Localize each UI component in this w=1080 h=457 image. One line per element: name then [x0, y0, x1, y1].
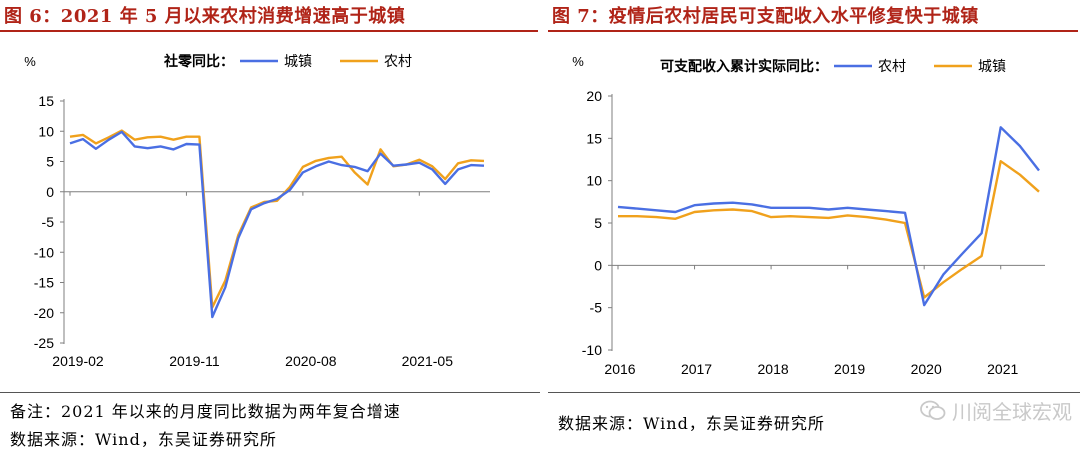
y-tick-label: -5 [590, 300, 603, 316]
x-tick-label: 2021-05 [402, 353, 454, 369]
unit-label: % [24, 54, 36, 69]
series-line-城镇 [69, 130, 485, 319]
y-tick-label: 20 [586, 88, 602, 104]
y-tick-label: -25 [34, 335, 54, 351]
x-tick-label: 2018 [758, 361, 789, 377]
unit-label: % [572, 54, 584, 69]
x-tick-label: 2021 [987, 361, 1018, 377]
y-tick-label: 10 [38, 123, 54, 139]
y-tick-label: 15 [38, 93, 54, 109]
x-tick-label: 2017 [681, 361, 712, 377]
y-tick-label: -5 [42, 214, 55, 230]
wechat-icon [920, 400, 946, 420]
notes-divider [0, 392, 540, 393]
figure-7-title: 图 7：疫情后农村居民可支配收入水平修复快于城镇 [552, 6, 979, 27]
x-tick-label: 2020-08 [285, 353, 337, 369]
y-tick-label: 5 [46, 154, 54, 170]
figure-7-panel: 图 7：疫情后农村居民可支配收入水平修复快于城镇 % 可支配收入累计实际同比： 农村… [548, 0, 1080, 457]
figure-6-title: 图 6：2021 年 5 月以来农村消费增速高于城镇 [4, 6, 406, 27]
legend-title: 社零同比： [163, 53, 234, 69]
title-divider [548, 30, 1078, 32]
chart-6: % 社零同比： 城镇 农村 15 10 5 0 -5 -10 -15 -20 -25 2019-02 201… [24, 53, 490, 369]
legend-label: 农村 [878, 58, 906, 74]
watermark-text: 川阅全球宏观 [952, 400, 1072, 424]
source-note: 数据来源：Wind，东吴证券研究所 [558, 414, 825, 433]
figure-6-panel: 图 6：2021 年 5 月以来农村消费增速高于城镇 % 社零同比： 城镇 农村 15 1… [0, 6, 540, 449]
series-line-城镇 [618, 159, 1040, 299]
y-tick-label: 0 [594, 257, 602, 273]
legend-label: 城镇 [284, 53, 312, 69]
y-tick-label: 10 [586, 173, 602, 189]
legend-label: 城镇 [978, 58, 1006, 74]
y-tick-label: -10 [34, 244, 54, 260]
source-note: 数据来源：Wind，东吴证券研究所 [10, 430, 277, 449]
series-line-农村 [69, 129, 485, 309]
chart-note: 备注：2021 年以来的月度同比数据为两年复合增速 [10, 402, 401, 421]
legend-label: 农村 [384, 53, 412, 69]
y-tick-label: 15 [586, 130, 602, 146]
x-tick-label: 2019-11 [169, 353, 220, 369]
y-tick-label: -15 [34, 275, 54, 291]
notes-divider [548, 392, 1080, 393]
x-tick-label: 2019-02 [52, 353, 104, 369]
y-tick-label: 5 [594, 215, 602, 231]
y-tick-label: -20 [34, 305, 54, 321]
y-tick-label: -10 [582, 342, 602, 358]
title-divider [0, 30, 538, 32]
series-line-农村 [617, 126, 1040, 307]
x-tick-label: 2020 [911, 361, 942, 377]
y-tick-label: 0 [46, 184, 54, 200]
x-tick-label: 2016 [604, 361, 635, 377]
x-tick-label: 2019 [834, 361, 865, 377]
watermark: 川阅全球宏观 [920, 396, 1072, 425]
legend-title: 可支配收入累计实际同比： [660, 58, 828, 74]
